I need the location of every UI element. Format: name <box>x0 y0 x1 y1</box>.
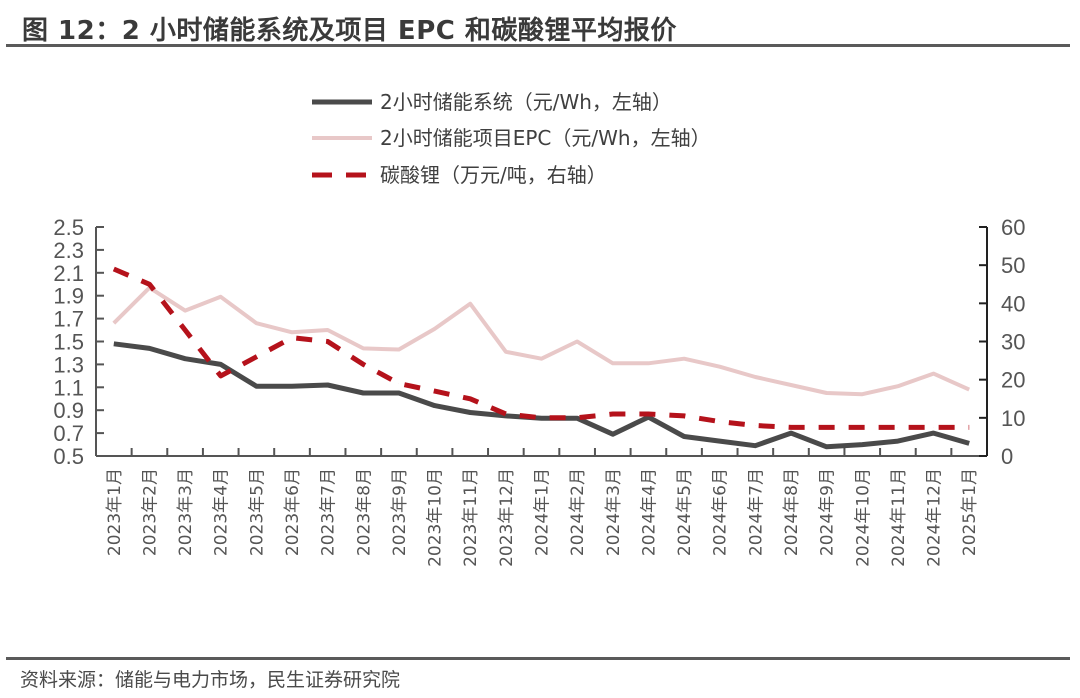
source-note: 资料来源：储能与电力市场，民生证券研究院 <box>20 669 401 691</box>
right-tick-label: 50 <box>1001 253 1025 278</box>
x-tick-label: 2023年8月 <box>354 468 374 556</box>
x-tick-label: 2024年7月 <box>746 468 766 556</box>
x-tick-label: 2024年9月 <box>818 468 838 556</box>
x-tick-label: 2023年9月 <box>390 468 410 556</box>
legend: 2小时储能系统（元/Wh，左轴） 2小时储能项目EPC（元/Wh，左轴） 碳酸锂（万… <box>312 90 711 187</box>
right-tick-label: 10 <box>1001 406 1025 431</box>
left-tick-label: 0.7 <box>53 421 84 446</box>
x-tick-label: 2024年11月 <box>889 468 909 567</box>
x-tick-label: 2023年11月 <box>461 468 481 567</box>
x-tick-label: 2023年4月 <box>212 468 232 556</box>
legend-label-1: 2小时储能项目EPC（元/Wh，左轴） <box>380 126 711 150</box>
left-tick-label: 2.5 <box>53 215 84 240</box>
x-tick-label: 2023年12月 <box>497 468 517 567</box>
x-tick-label: 2024年12月 <box>925 468 945 567</box>
x-tick-label: 2023年3月 <box>176 468 196 556</box>
x-tick-label: 2024年1月 <box>533 468 553 556</box>
right-tick-label: 40 <box>1001 291 1025 316</box>
axes: 0.50.70.91.11.31.51.71.92.12.32.5 0 10 20 30… <box>53 215 1025 469</box>
legend-label-0: 2小时储能系统（元/Wh，左轴） <box>380 90 672 114</box>
x-tick-label: 2024年4月 <box>639 468 659 556</box>
x-axis-labels: 2023年1月 2023年2月 2023年3月 2023年4月 2023年5月 2023年… <box>105 468 980 567</box>
series-line-2 <box>112 266 970 430</box>
x-tick-label: 2024年2月 <box>568 468 588 556</box>
x-tick-label: 2023年7月 <box>319 468 339 556</box>
x-tick-label: 2025年1月 <box>960 468 980 556</box>
right-tick-label: 30 <box>1001 330 1025 355</box>
x-tick-label: 2024年6月 <box>711 468 731 556</box>
title-divider <box>6 44 1070 47</box>
left-tick-label: 0.5 <box>53 444 84 469</box>
x-tick-label: 2023年2月 <box>140 468 160 556</box>
x-tick-label: 2023年6月 <box>283 468 303 556</box>
left-tick-label: 0.9 <box>53 398 84 423</box>
left-tick-label: 2.1 <box>53 261 84 286</box>
x-tick-label: 2024年3月 <box>604 468 624 556</box>
x-tick-label: 2023年10月 <box>426 468 446 567</box>
x-tick-label: 2023年1月 <box>105 468 125 556</box>
left-tick-label: 2.3 <box>53 238 84 263</box>
x-tick-label: 2024年10月 <box>853 468 873 567</box>
series-lines <box>112 266 971 450</box>
left-tick-label: 1.9 <box>53 284 84 309</box>
right-tick-label: 20 <box>1001 368 1025 393</box>
left-tick-label: 1.7 <box>53 307 84 332</box>
left-tick-label: 1.1 <box>53 375 84 400</box>
x-tick-label: 2023年5月 <box>247 468 267 556</box>
right-tick-label: 0 <box>1001 444 1013 469</box>
right-tick-label: 60 <box>1001 215 1025 240</box>
left-tick-label: 1.3 <box>53 352 84 377</box>
x-tick-label: 2024年5月 <box>675 468 695 556</box>
chart-title: 图 12：2 小时储能系统及项目 EPC 和碳酸锂平均报价 <box>22 16 677 46</box>
left-tick-label: 1.5 <box>53 330 84 355</box>
legend-label-2: 碳酸锂（万元/吨，右轴） <box>380 163 607 187</box>
x-tick-label: 2024年8月 <box>782 468 802 556</box>
footer-divider <box>6 657 1070 660</box>
